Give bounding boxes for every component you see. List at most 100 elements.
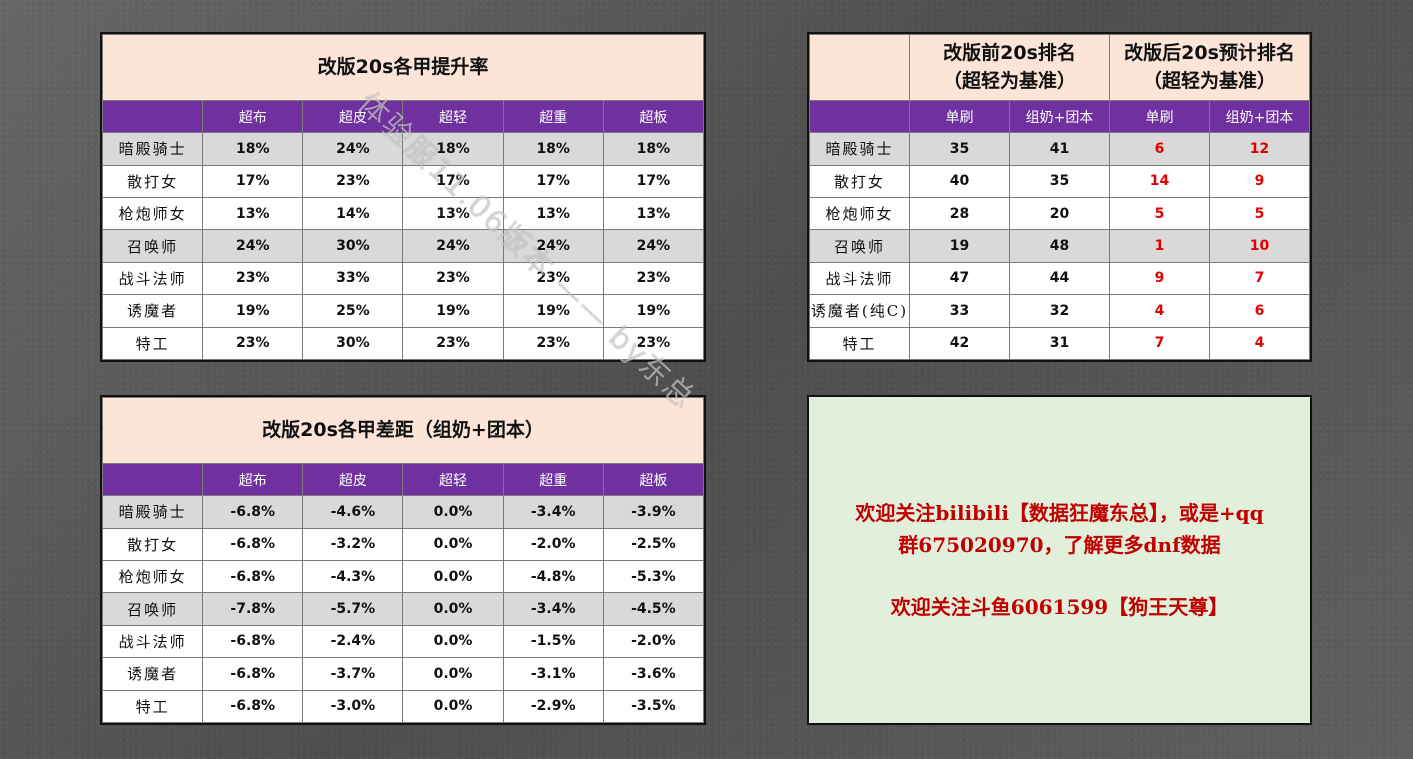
boost-rate-table: 改版20s各甲提升率 超布 超皮 超轻 超重 超板 暗殿骑士 18% 24% 18% 1… xyxy=(101,34,705,361)
table-cell: 31 xyxy=(1009,326,1110,361)
table-cell: 18% xyxy=(602,132,705,166)
table-cell: 7 xyxy=(1109,326,1210,361)
table-cell: 19% xyxy=(602,294,705,328)
row-label: 特工 xyxy=(101,689,204,724)
table-cell: 12 xyxy=(1209,132,1310,166)
table-cell: -2.0% xyxy=(502,527,604,561)
ranking-before-title: 改版前20s排名 （超轻为基准） xyxy=(909,34,1110,101)
table-cell: -1.5% xyxy=(502,624,604,659)
ranking-before-title-line1: 改版前20s排名 xyxy=(943,42,1076,65)
ranking-after-title: 改版后20s预计排名 （超轻为基准） xyxy=(1109,34,1310,101)
row-label: 暗殿骑士 xyxy=(101,132,204,166)
table-cell: 35 xyxy=(909,132,1010,166)
table-cell: 6 xyxy=(1209,294,1310,328)
header-cell: 超布 xyxy=(202,462,304,497)
table-row: 暗殿骑士 18% 24% 18% 18% 18% xyxy=(101,132,705,166)
info-line-qq: 群675020970，了解更多dnf数据 xyxy=(898,533,1221,557)
header-cell: 超轻 xyxy=(402,99,504,134)
row-label: 散打女 xyxy=(101,164,204,198)
table-cell: 9 xyxy=(1209,164,1310,198)
table-cell: -2.4% xyxy=(302,624,404,659)
table-row: 散打女 -6.8% -3.2% 0.0% -2.0% -2.5% xyxy=(101,527,705,561)
table-cell: 23% xyxy=(202,261,304,296)
table-cell: 0.0% xyxy=(402,624,504,659)
table-row: 枪炮师女 28 20 5 5 xyxy=(809,196,1310,231)
info-line-douyu: 欢迎关注斗鱼6061599【狗王天尊】 xyxy=(890,595,1229,619)
table-cell: 0.0% xyxy=(402,559,504,594)
header-cell: 超皮 xyxy=(302,462,404,497)
table-cell: 20 xyxy=(1009,196,1110,231)
table-cell: 19% xyxy=(202,294,304,328)
row-label: 诱魔者 xyxy=(101,657,204,691)
table-cell: 17% xyxy=(502,164,604,198)
table-cell: 24% xyxy=(402,229,504,263)
table-cell: -3.7% xyxy=(302,657,404,691)
table-row: 战斗法师 47 44 9 7 xyxy=(809,261,1310,296)
boost-rate-title: 改版20s各甲提升率 xyxy=(102,34,704,101)
table-cell: 23% xyxy=(502,326,604,361)
row-label: 散打女 xyxy=(101,527,204,561)
table-cell: -3.2% xyxy=(302,527,404,561)
header-cell: 组奶+团本 xyxy=(1009,99,1110,134)
ranking-header-row: 单刷 组奶+团本 单刷 组奶+团本 xyxy=(809,99,1310,134)
row-label: 暗殿骑士 xyxy=(809,132,910,166)
table-cell: -2.9% xyxy=(502,689,604,724)
boost-rate-body: 暗殿骑士 18% 24% 18% 18% 18% 散打女 17% 23% 17% 17% 17% 枪炮师… xyxy=(101,132,705,361)
table-cell: 42 xyxy=(909,326,1010,361)
header-cell: 超轻 xyxy=(402,462,504,497)
table-cell: 14 xyxy=(1109,164,1210,198)
table-cell: 4 xyxy=(1209,326,1310,361)
table-cell: -3.5% xyxy=(602,689,705,724)
table-cell: 33 xyxy=(909,294,1010,328)
table-row: 特工 -6.8% -3.0% 0.0% -2.9% -3.5% xyxy=(101,689,705,724)
table-cell: 24% xyxy=(502,229,604,263)
table-cell: 0.0% xyxy=(402,689,504,724)
table-cell: 0.0% xyxy=(402,495,504,529)
table-cell: 33% xyxy=(302,261,404,296)
table-cell: -2.5% xyxy=(602,527,705,561)
table-cell: 23% xyxy=(302,164,404,198)
table-cell: -3.0% xyxy=(302,689,404,724)
table-row: 召唤师 24% 30% 24% 24% 24% xyxy=(101,229,705,263)
ranking-panel: 改版前20s排名 （超轻为基准） 改版后20s预计排名 （超轻为基准） 单刷 组… xyxy=(807,32,1312,362)
table-cell: 5 xyxy=(1109,196,1210,231)
table-cell: 7 xyxy=(1209,261,1310,296)
table-cell: -3.4% xyxy=(502,592,604,626)
table-row: 召唤师 19 48 1 10 xyxy=(809,229,1310,263)
table-cell: -6.8% xyxy=(202,527,304,561)
info-box: 欢迎关注bilibili【数据狂魔东总】，或是+qq 群675020970，了解… xyxy=(807,395,1312,725)
ranking-after-title-line1: 改版后20s预计排名 xyxy=(1124,42,1295,65)
table-row: 特工 42 31 7 4 xyxy=(809,326,1310,361)
table-cell: 17% xyxy=(202,164,304,198)
table-cell: 47 xyxy=(909,261,1010,296)
table-cell: -3.9% xyxy=(602,495,705,529)
table-cell: 19% xyxy=(502,294,604,328)
table-cell: 32 xyxy=(1009,294,1110,328)
boost-rate-header-row: 超布 超皮 超轻 超重 超板 xyxy=(101,99,705,134)
table-cell: 18% xyxy=(502,132,604,166)
table-cell: 10 xyxy=(1209,229,1310,263)
gap-panel: 改版20s各甲差距（组奶+团本） 超布 超皮 超轻 超重 超板 暗殿骑士 -6.8… xyxy=(100,395,706,725)
table-cell: -6.8% xyxy=(202,624,304,659)
table-row: 暗殿骑士 -6.8% -4.6% 0.0% -3.4% -3.9% xyxy=(101,495,705,529)
table-cell: -6.8% xyxy=(202,495,304,529)
table-cell: 41 xyxy=(1009,132,1110,166)
table-cell: 1 xyxy=(1109,229,1210,263)
table-row: 散打女 40 35 14 9 xyxy=(809,164,1310,198)
table-cell: 23% xyxy=(602,261,705,296)
row-label: 散打女 xyxy=(809,164,910,198)
table-cell: -7.8% xyxy=(202,592,304,626)
table-cell: -6.8% xyxy=(202,689,304,724)
table-cell: 14% xyxy=(302,196,404,231)
gap-title: 改版20s各甲差距（组奶+团本） xyxy=(102,397,704,464)
table-row: 诱魔者(纯C) 33 32 4 6 xyxy=(809,294,1310,328)
table-cell: -4.3% xyxy=(302,559,404,594)
table-cell: 23% xyxy=(402,326,504,361)
table-row: 特工 23% 30% 23% 23% 23% xyxy=(101,326,705,361)
header-cell: 超重 xyxy=(502,462,604,497)
header-cell: 组奶+团本 xyxy=(1209,99,1310,134)
table-cell: 6 xyxy=(1109,132,1210,166)
row-label: 战斗法师 xyxy=(101,261,204,296)
table-cell: -3.1% xyxy=(502,657,604,691)
gap-header-row: 超布 超皮 超轻 超重 超板 xyxy=(101,462,705,497)
